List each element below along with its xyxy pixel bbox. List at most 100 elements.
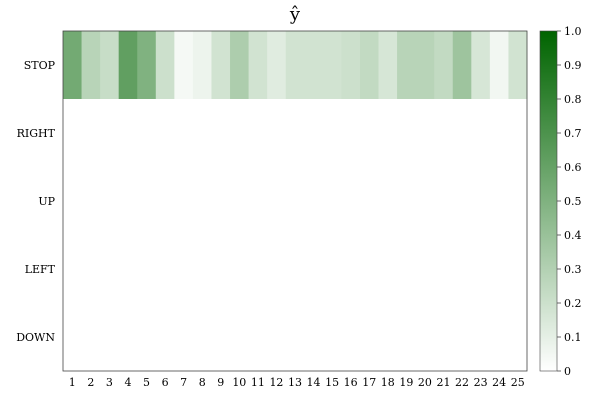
heatmap-cell: [211, 167, 231, 236]
heatmap-cell: [267, 235, 287, 304]
heatmap-cell: [378, 303, 398, 372]
heatmap-cell: [341, 303, 361, 372]
heatmap-cell: [415, 31, 435, 100]
heatmap-cell: [192, 31, 212, 100]
heatmap-cell: [118, 167, 138, 236]
heatmap-cell: [118, 99, 138, 168]
x-tick-label: 13: [288, 376, 302, 389]
colorbar-tick-label: 0.2: [564, 297, 582, 310]
x-tick-label: 10: [232, 376, 246, 389]
heatmap-cell: [285, 235, 305, 304]
heatmap-cell: [81, 235, 101, 304]
heatmap-cell: [211, 235, 231, 304]
heatmap-cell: [378, 235, 398, 304]
heatmap-cell: [452, 235, 472, 304]
x-tick-label: 18: [381, 376, 395, 389]
heatmap-cell: [81, 31, 101, 100]
heatmap-cell: [489, 99, 509, 168]
colorbar-tick-label: 1.0: [564, 25, 582, 38]
heatmap-cell: [322, 31, 342, 100]
colorbar-tick-label: 0.8: [564, 93, 582, 106]
heatmap-cell: [397, 235, 417, 304]
y-axis-labels: STOP RIGHT UP LEFT DOWN: [16, 59, 55, 344]
heatmap-cell: [155, 303, 175, 372]
x-tick-label: 15: [325, 376, 339, 389]
y-tick-label: STOP: [24, 59, 56, 72]
heatmap-cell: [100, 303, 120, 372]
heatmap-cell: [63, 303, 82, 372]
heatmap-cell: [192, 167, 212, 236]
heatmap-cell: [341, 235, 361, 304]
heatmap-cell: [489, 235, 509, 304]
heatmap-cell: [359, 167, 379, 236]
x-tick-label: 24: [492, 376, 506, 389]
heatmap-cell: [285, 303, 305, 372]
heatmap-cell: [322, 303, 342, 372]
heatmap-cell: [341, 167, 361, 236]
x-tick-label: 19: [399, 376, 413, 389]
colorbar-tick-label: 0.5: [564, 195, 582, 208]
heatmap-cell: [267, 303, 287, 372]
heatmap-cell: [155, 31, 175, 100]
x-tick-label: 8: [199, 376, 206, 389]
x-tick-label: 4: [124, 376, 131, 389]
heatmap-cell: [211, 303, 231, 372]
x-tick-label: 21: [436, 376, 450, 389]
heatmap-cell: [471, 31, 491, 100]
heatmap-cell: [378, 167, 398, 236]
chart-title: ŷ: [289, 4, 301, 25]
heatmap-cell: [174, 167, 194, 236]
heatmap-cell: [397, 167, 417, 236]
heatmap-cell: [248, 167, 268, 236]
heatmap-cell: [341, 31, 361, 100]
colorbar-tick-label: 0.7: [564, 127, 582, 140]
heatmap-cell: [471, 235, 491, 304]
colorbar-tick-label: 0.6: [564, 161, 582, 174]
heatmap-cell: [471, 99, 491, 168]
x-tick-label: 11: [251, 376, 265, 389]
heatmap-cell: [341, 99, 361, 168]
x-tick-label: 22: [455, 376, 469, 389]
heatmap-cell: [304, 99, 324, 168]
heatmap-cell: [452, 303, 472, 372]
x-tick-label: 23: [474, 376, 488, 389]
heatmap-cell: [415, 303, 435, 372]
heatmap-cell: [304, 167, 324, 236]
heatmap-cell: [248, 235, 268, 304]
heatmap-cell: [155, 167, 175, 236]
y-tick-label: LEFT: [25, 263, 56, 276]
plot-frame: [62, 30, 528, 372]
heatmap-cell: [174, 235, 194, 304]
heatmap-cell: [508, 303, 528, 372]
heatmap-cell: [174, 303, 194, 372]
x-tick-label: 6: [162, 376, 169, 389]
heatmap-cell: [267, 167, 287, 236]
heatmap-cell: [434, 235, 454, 304]
x-axis-labels: 1 2 3 4 5 6 7 8 9 10 11 12 13 14 15 16 17 18 19 20 21 22 23 24 2…: [69, 376, 525, 389]
heatmap-cell: [285, 167, 305, 236]
x-tick-label: 17: [362, 376, 376, 389]
heatmap-cell: [211, 31, 231, 100]
heatmap-cell: [118, 235, 138, 304]
heatmap-cell: [471, 303, 491, 372]
heatmap-cell: [359, 235, 379, 304]
heatmap-cell: [100, 167, 120, 236]
heatmap-cell: [192, 99, 212, 168]
heatmap-cell: [434, 303, 454, 372]
x-tick-label: 20: [418, 376, 432, 389]
heatmap-cell: [118, 303, 138, 372]
heatmap-cell: [285, 99, 305, 168]
heatmap-cell: [137, 99, 157, 168]
heatmap-cell: [230, 303, 249, 372]
heatmap-cell: [192, 235, 212, 304]
heatmap-cell: [137, 235, 157, 304]
heatmap-cell: [137, 167, 157, 236]
heatmap-cell: [322, 167, 342, 236]
heatmap-cell: [285, 31, 305, 100]
x-tick-label: 12: [269, 376, 283, 389]
heatmap-cell: [174, 31, 194, 100]
heatmap-cell: [452, 167, 472, 236]
heatmap-cell: [304, 303, 324, 372]
heatmap-cell: [100, 99, 120, 168]
heatmap-cell: [248, 99, 268, 168]
